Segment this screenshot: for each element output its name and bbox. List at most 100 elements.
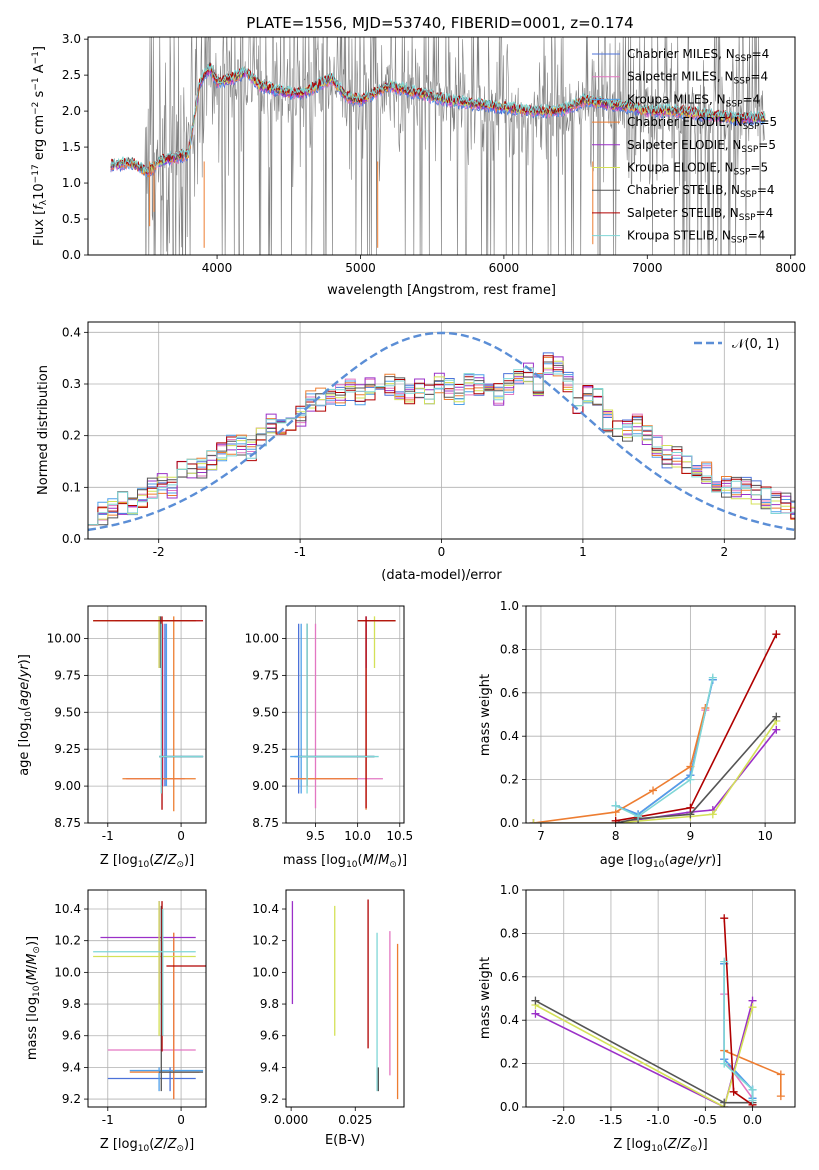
- grid: [88, 322, 795, 540]
- legend-entry-gaussian: 𝒩(0, 1): [732, 337, 779, 352]
- figure-title: PLATE=1556, MJD=53740, FIBERID=0001, z=0…: [246, 14, 633, 32]
- y-tick-label: 1.5: [62, 140, 81, 154]
- plot-area: [290, 616, 396, 810]
- x-tick-label: 9.5: [306, 829, 325, 843]
- axes-frame: [87, 889, 207, 1108]
- marker-chabrier_stelib: [772, 712, 781, 721]
- marker-kroupa_stelib: [748, 1085, 757, 1094]
- panel-mass_vs_ebv: 0.000 0.025 9.2 9.4 9.6 9.8 10.0 10.2 10.4 E(B-V): [252, 889, 405, 1148]
- panel-mass_weight_vs_Z: -2.0 -1.5 -1.0 -0.5 0.0 0.0 0.2 0.4 0.6 0.8 1.0 Z […: [478, 883, 796, 1154]
- x-tick-label: -2.0: [552, 1113, 575, 1127]
- y-tick-label: 0.1: [62, 480, 81, 494]
- x-tick-label: 0.0: [743, 1113, 762, 1127]
- plot-area: [88, 331, 795, 532]
- marker-salpeter_elodie: [531, 1009, 540, 1018]
- model-spectrum-salpeter_stelib: [110, 62, 766, 174]
- y-tick-label: 0.3: [62, 377, 81, 391]
- x-tick-label: 1: [579, 545, 587, 559]
- legend-entry: Salpeter STELIB, NSSP=4: [627, 206, 773, 223]
- y-tick-label: 0.5: [62, 212, 81, 226]
- y-tick-label: 10.00: [47, 631, 81, 645]
- x-tick-label: 10.5: [386, 829, 413, 843]
- y-tick-label: 9.8: [62, 997, 81, 1011]
- y-tick-label: 1.0: [500, 883, 519, 897]
- y-tick-label: 0.6: [500, 970, 519, 984]
- gaussian-curve: [88, 331, 795, 532]
- x-tick-label: 0: [177, 1113, 185, 1127]
- y-axis-label: mass weight: [478, 957, 493, 1039]
- x-tick-label: -1: [294, 545, 306, 559]
- marker-chabrier_stelib: [531, 996, 540, 1005]
- marker-salpeter_stelib: [772, 630, 781, 639]
- y-axis-label: Normed distribution: [36, 365, 51, 495]
- panel-mass_vs_Z: -1 0 9.2 9.4 9.6 9.8 10.0 10.2 10.4 Z [log10(Z/Z⊙…: [25, 889, 207, 1154]
- grid: [88, 606, 206, 824]
- x-axis-label: wavelength [Angstrom, rest frame]: [327, 283, 556, 298]
- x-tick-label: 5000: [345, 261, 376, 275]
- x-tick-label: -0.5: [694, 1113, 717, 1127]
- histogram-chabrier_miles: [88, 352, 795, 526]
- y-tick-label: 9.8: [260, 997, 279, 1011]
- line-salpeter_stelib: [615, 633, 778, 822]
- x-tick-label: -1.5: [599, 1113, 622, 1127]
- legend-entry: Chabrier MILES, NSSP=4: [627, 47, 769, 64]
- y-tick-label: 9.6: [62, 1029, 81, 1043]
- y-tick-label: 0.0: [62, 532, 81, 546]
- axes-frame: [87, 36, 796, 256]
- y-tick-label: 0.2: [500, 773, 519, 787]
- x-tick-label: 8000: [775, 261, 806, 275]
- histogram-kroupa_stelib: [88, 367, 795, 526]
- plot-area: [291, 899, 399, 1100]
- histogram-kroupa_elodie: [88, 360, 795, 526]
- y-tick-label: 9.00: [252, 779, 279, 793]
- y-tick-label: 0.4: [500, 729, 519, 743]
- plot-area: [93, 901, 206, 1100]
- line-kroupa_stelib: [615, 677, 714, 818]
- y-tick-label: 10.2: [252, 934, 279, 948]
- marker-kroupa_stelib: [686, 775, 695, 784]
- x-axis-label: Z [log10(Z/Z⊙)]: [100, 1137, 194, 1154]
- marker-kroupa_elodie: [529, 819, 538, 823]
- x-tick-label: 0.000: [274, 1113, 308, 1127]
- axes-frame: [525, 605, 796, 824]
- x-axis-label: Z [log10(Z/Z⊙)]: [100, 853, 194, 870]
- y-tick-label: 9.50: [54, 705, 81, 719]
- y-tick-label: 0.8: [500, 642, 519, 656]
- y-tick-label: 9.75: [54, 668, 81, 682]
- x-tick-label: 10.0: [344, 829, 371, 843]
- marker-salpeter_stelib: [729, 1087, 738, 1096]
- panel-mass_weight_vs_age: 7 8 9 10 0.0 0.2 0.4 0.6 0.8 1.0 age [log10(age/yr…: [478, 599, 796, 870]
- x-tick-label: 2: [720, 545, 728, 559]
- marker-chabrier_elodie: [776, 1070, 785, 1079]
- grid: [526, 889, 795, 1108]
- y-tick-label: 0.4: [62, 325, 81, 339]
- line-chabrier_stelib: [535, 999, 753, 1104]
- line-salpeter_elodie: [533, 729, 777, 823]
- x-axis-label: mass [log10(M/M⊙)]: [283, 853, 407, 870]
- marker-salpeter_stelib: [720, 914, 729, 923]
- panel-age_vs_Z: -1 0 8.75 9.00 9.25 9.50 9.75 10.00 Z [log10(Z/Z…: [17, 605, 207, 870]
- y-tick-label: 2.0: [62, 104, 81, 118]
- y-tick-label: 0.0: [500, 1100, 519, 1114]
- x-tick-label: -1.0: [646, 1113, 669, 1127]
- axes-frame: [285, 605, 405, 824]
- y-tick-label: 0.4: [500, 1013, 519, 1027]
- y-tick-label: 10.0: [252, 965, 279, 979]
- y-tick-label: 0.2: [62, 429, 81, 443]
- axes-frame: [87, 321, 796, 540]
- y-tick-label: 3.0: [62, 32, 81, 46]
- line-salpeter_elodie: [535, 1000, 754, 1107]
- model-spectrum-kroupa_miles: [110, 65, 766, 178]
- marker-kroupa_stelib: [708, 673, 717, 682]
- marker-kroupa_stelib: [720, 957, 729, 966]
- axes-frame: [87, 605, 207, 824]
- y-tick-label: 0.2: [500, 1057, 519, 1071]
- y-axis-label: mass weight: [478, 674, 493, 756]
- legend-entry: Kroupa MILES, NSSP=4: [627, 92, 760, 109]
- legend: Chabrier MILES, NSSP=4 Salpeter MILES, NS…: [592, 47, 777, 246]
- y-tick-label: 0.8: [500, 926, 519, 940]
- x-tick-label: 7: [537, 829, 545, 843]
- y-axis-label: Flux [fλ10−17 erg cm−2 s−1 A−1]: [31, 46, 49, 246]
- x-tick-label: 4000: [202, 261, 233, 275]
